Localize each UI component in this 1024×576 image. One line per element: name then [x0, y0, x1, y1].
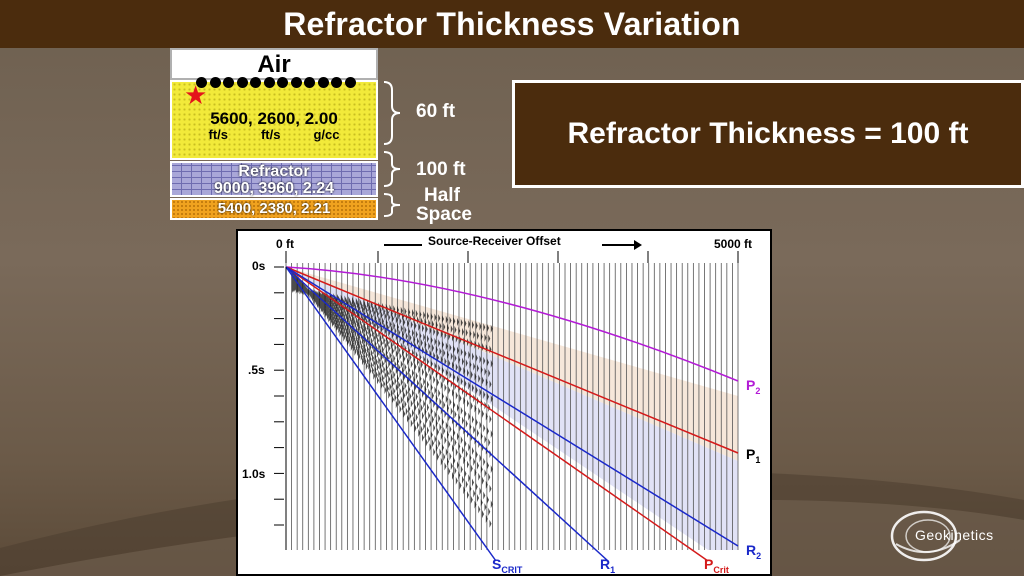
event-line-r2 — [285, 266, 739, 547]
receiver-dot-icon — [223, 77, 235, 88]
air-label: Air — [257, 51, 291, 78]
event-label-p2: P2 — [746, 377, 761, 396]
time-label-05: .5s — [248, 363, 265, 377]
weathering-thickness-label: 60 ft — [416, 101, 456, 122]
layer-model: Air 5600, 2600, 2.00 ft/s ft/s g/cc Refr… — [170, 48, 378, 220]
unit-density: g/cc — [313, 127, 340, 142]
refractor-brace — [383, 151, 401, 187]
receiver-dot-icon — [277, 77, 289, 88]
seismogram-plot — [274, 240, 739, 562]
offset-arrow-head-icon — [634, 240, 642, 250]
refractor-thickness-label: 100 ft — [416, 159, 466, 180]
refractor-layer: Refractor 9000, 3960, 2.24 — [170, 161, 378, 197]
event-line-scrit — [285, 266, 497, 562]
receiver-dot-icon — [250, 77, 262, 88]
receiver-dot-icon — [263, 77, 275, 88]
event-label-scrit: SCRIT — [492, 556, 523, 575]
event-label-p1: P1 — [746, 446, 761, 465]
event-line-p1 — [285, 266, 739, 454]
seismogram-panel: 0 ft Source-Receiver Offset 5000 ft 0s .… — [236, 229, 772, 576]
receiver-dot-icon — [209, 77, 221, 88]
reflection-shading — [286, 267, 738, 550]
receiver-dot-icon — [196, 77, 207, 88]
weathering-units: ft/s ft/s g/cc — [172, 128, 376, 142]
weathering-brace — [383, 81, 401, 145]
time-label-0: 0s — [252, 259, 266, 273]
wiggle-fill — [292, 270, 493, 528]
receiver-dot-icon — [317, 77, 329, 88]
event-line-r1 — [285, 266, 609, 562]
unit-velocity-p: ft/s — [208, 127, 228, 142]
event-label-r1: R1 — [600, 556, 616, 575]
receiver-dot-icon — [236, 77, 248, 88]
weathering-layer: 5600, 2600, 2.00 ft/s ft/s g/cc — [170, 80, 378, 160]
half-space-label-line2: Space — [416, 204, 472, 225]
half-space-values: 5400, 2380, 2.21 — [217, 200, 331, 217]
air-layer: Air — [170, 48, 378, 80]
title-bar: Refractor Thickness Variation — [0, 0, 1024, 48]
receiver-dot-icon — [304, 77, 316, 88]
time-label-10: 1.0s — [242, 467, 266, 481]
receiver-dot-icon — [290, 77, 302, 88]
page-title: Refractor Thickness Variation — [283, 5, 741, 42]
unit-velocity-s: ft/s — [260, 127, 281, 142]
half-space-layer: 5400, 2380, 2.21 — [170, 198, 378, 220]
half-space-brace — [383, 193, 401, 217]
refractor-values: 9000, 3960, 2.24 — [213, 180, 335, 197]
receiver-dot-icon — [344, 77, 356, 88]
geokinetics-logo-icon — [890, 510, 961, 562]
event-curve-p2 — [285, 266, 739, 382]
offset-end-label: 5000 ft — [714, 237, 753, 251]
offset-start-label: 0 ft — [276, 237, 294, 251]
result-box: Refractor Thickness = 100 ft — [512, 80, 1024, 188]
refractor-name: Refractor — [238, 163, 310, 180]
offset-axis-label: Source-Receiver Offset — [428, 234, 561, 248]
source-star-icon: ★ — [184, 80, 208, 110]
receiver-dot-icon — [331, 77, 343, 88]
event-line-pcrit — [285, 266, 709, 562]
result-text: Refractor Thickness = 100 ft — [567, 117, 969, 150]
weathering-values: 5600, 2600, 2.00 — [210, 109, 338, 128]
event-label-r2: R2 — [746, 542, 762, 561]
half-space-label-line1: Half — [424, 185, 460, 206]
logo-text: Geokinetics — [915, 527, 994, 543]
receiver-row — [196, 77, 356, 89]
event-label-pcrit: PCrit — [704, 556, 729, 575]
